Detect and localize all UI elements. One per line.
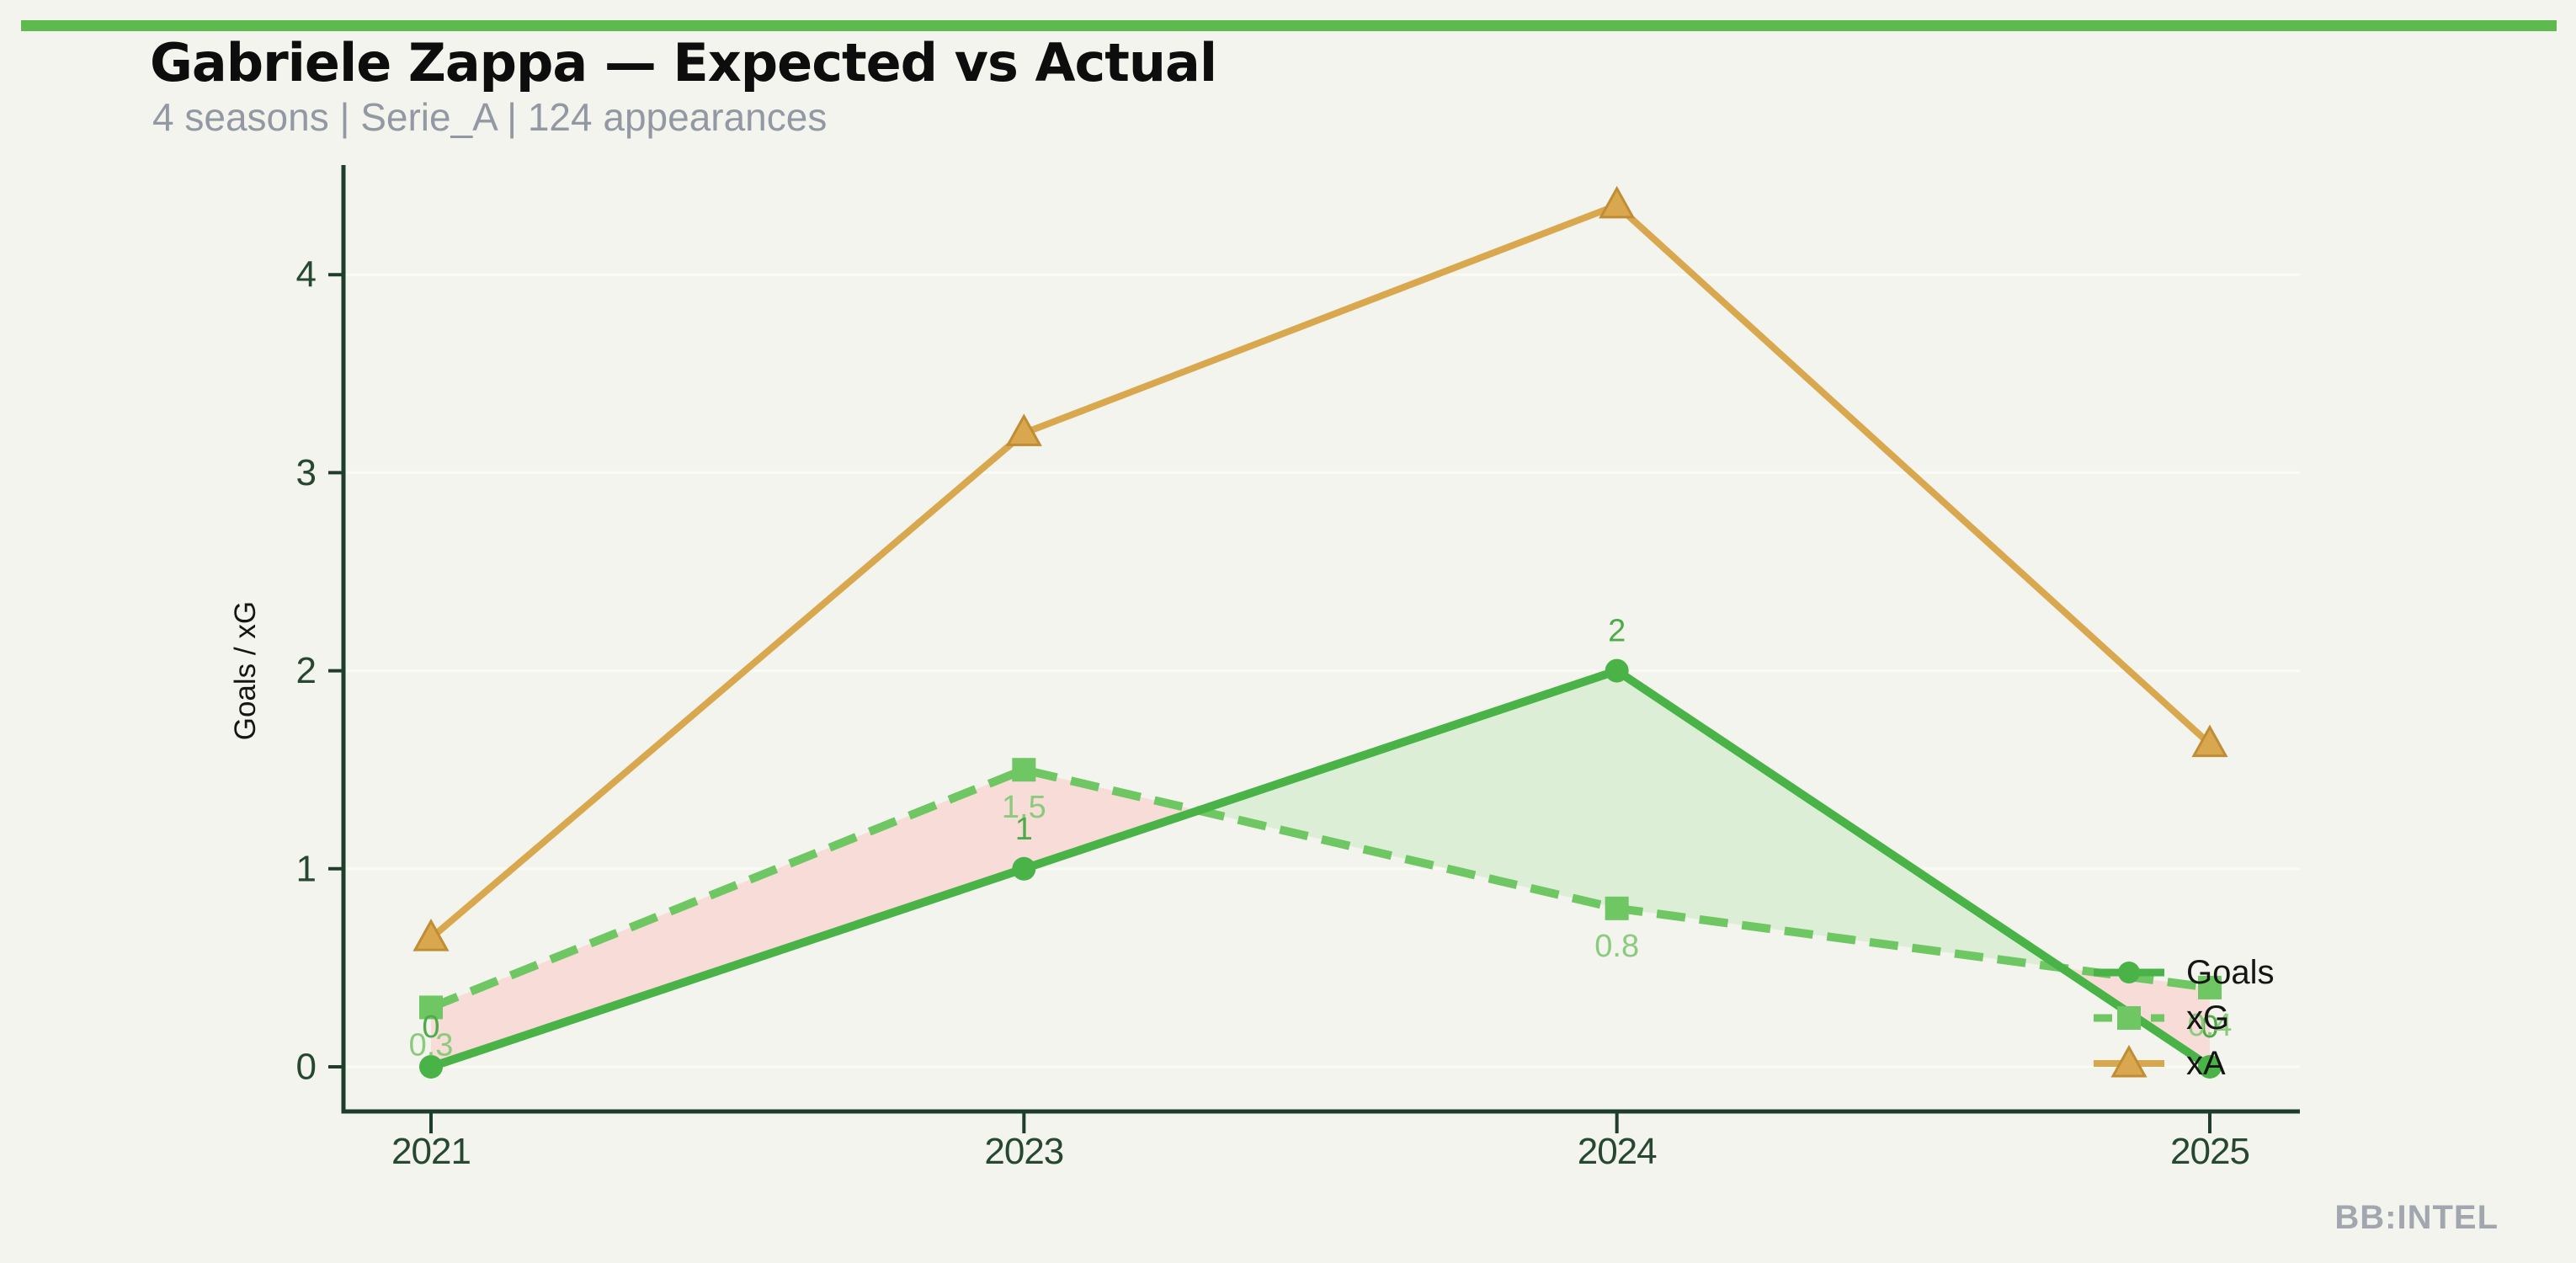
- legend-label-xg: xG: [2186, 999, 2230, 1037]
- legend-label-goals: Goals: [2186, 954, 2275, 991]
- xg-value-label: 1.5: [1002, 790, 1046, 825]
- goals-marker: [1012, 856, 1036, 881]
- watermark: BB:INTEL: [2334, 1199, 2499, 1236]
- xg-marker: [1605, 896, 1629, 920]
- top-accent-bar: [21, 20, 2557, 31]
- y-tick-label: 2: [296, 650, 317, 691]
- fill-region: [431, 770, 1199, 1067]
- xa-marker: [1599, 185, 1636, 219]
- legend-item-xg: xG: [2094, 995, 2275, 1041]
- goals-marker: [419, 1055, 443, 1079]
- xa-legend-sample: [2094, 1044, 2164, 1078]
- y-tick-label: 0: [296, 1047, 317, 1088]
- xg-marker: [2198, 975, 2222, 999]
- x-tick-label: 2021: [391, 1131, 471, 1172]
- goals-marker: [2198, 1055, 2222, 1079]
- xg-value-label: 0.3: [409, 1027, 454, 1063]
- legend-item-goals: Goals: [2094, 950, 2275, 995]
- xg-legend-sample: [2094, 1006, 2164, 1030]
- goals-legend-sample: [2094, 962, 2164, 983]
- legend: Goals xG xA: [2094, 950, 2275, 1086]
- xa-marker: [2191, 724, 2228, 758]
- legend-item-xa: xA: [2094, 1041, 2275, 1086]
- chart-subtitle: 4 seasons | Serie_A | 124 appearances: [152, 95, 828, 139]
- legend-label-xa: xA: [2186, 1045, 2226, 1082]
- xa-marker: [1005, 413, 1042, 446]
- x-tick-label: 2024: [1578, 1131, 1657, 1172]
- x-tick-label: 2025: [2170, 1131, 2249, 1172]
- goals-marker: [1605, 658, 1629, 683]
- goals-value-label: 2: [1608, 614, 1626, 649]
- xg-marker: [419, 995, 443, 1020]
- xa-line: [428, 201, 2212, 941]
- goals-line: [429, 666, 2212, 1071]
- y-tick-label: 3: [296, 452, 317, 493]
- xg-value-label: 0.4: [2188, 1008, 2233, 1043]
- xa-marker: [412, 919, 450, 951]
- fill-region: [1198, 670, 2062, 968]
- goals-value-label: 1: [1015, 812, 1033, 847]
- y-axis-label: Goals / xG: [229, 601, 262, 740]
- chart-title: Gabriele Zappa — Expected vs Actual: [150, 32, 1217, 93]
- y-tick-label: 4: [296, 254, 317, 296]
- xg-value-label: 0.8: [1594, 929, 1639, 964]
- goals-value-label: 0: [2201, 1010, 2218, 1045]
- axes: [341, 165, 2300, 1114]
- x-tick-label: 2023: [984, 1131, 1063, 1172]
- y-tick-label: 1: [296, 848, 317, 889]
- xg-line: [429, 765, 2211, 1012]
- xg-marker: [1012, 758, 1036, 782]
- goals-value-label: 0: [422, 1010, 439, 1045]
